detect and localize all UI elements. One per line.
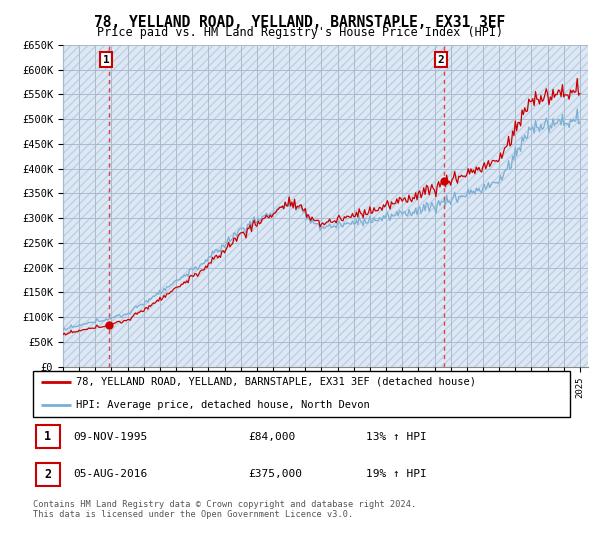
Text: Price paid vs. HM Land Registry's House Price Index (HPI): Price paid vs. HM Land Registry's House …	[97, 26, 503, 39]
Text: 05-AUG-2016: 05-AUG-2016	[73, 469, 148, 479]
Text: 1: 1	[44, 430, 52, 443]
FancyBboxPatch shape	[35, 425, 60, 448]
Text: 19% ↑ HPI: 19% ↑ HPI	[366, 469, 427, 479]
Text: 2: 2	[44, 468, 52, 481]
Text: 1: 1	[103, 55, 109, 64]
Text: 2: 2	[437, 55, 444, 64]
Text: Contains HM Land Registry data © Crown copyright and database right 2024.
This d: Contains HM Land Registry data © Crown c…	[33, 500, 416, 519]
Text: £375,000: £375,000	[248, 469, 302, 479]
Text: 13% ↑ HPI: 13% ↑ HPI	[366, 432, 427, 442]
Text: 78, YELLAND ROAD, YELLAND, BARNSTAPLE, EX31 3EF: 78, YELLAND ROAD, YELLAND, BARNSTAPLE, E…	[94, 15, 506, 30]
FancyBboxPatch shape	[33, 371, 570, 417]
Text: 78, YELLAND ROAD, YELLAND, BARNSTAPLE, EX31 3EF (detached house): 78, YELLAND ROAD, YELLAND, BARNSTAPLE, E…	[76, 377, 476, 387]
Text: £84,000: £84,000	[248, 432, 295, 442]
Text: 09-NOV-1995: 09-NOV-1995	[73, 432, 148, 442]
FancyBboxPatch shape	[35, 463, 60, 486]
Text: HPI: Average price, detached house, North Devon: HPI: Average price, detached house, Nort…	[76, 400, 370, 410]
